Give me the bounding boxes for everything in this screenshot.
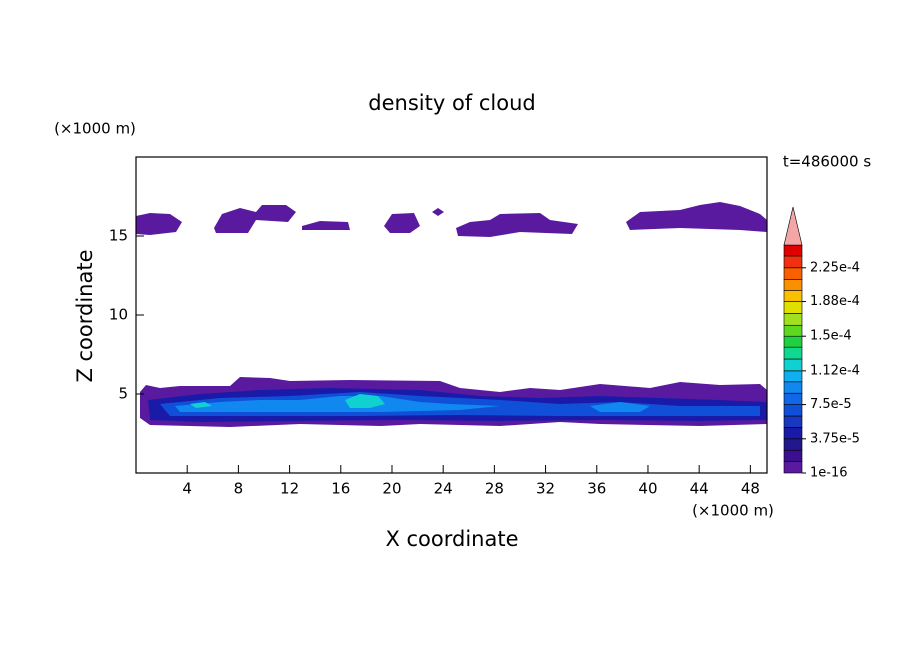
colorbar-box: [783, 290, 803, 302]
x-tick-label: 4: [182, 480, 192, 498]
colorbar-tick-label: 2.25e-4: [810, 260, 860, 275]
x-tick-label: 48: [741, 480, 760, 498]
colorbar-box: [783, 449, 803, 462]
colorbar-tick-label: 3.75e-5: [810, 431, 860, 446]
colorbar-box: [783, 346, 803, 360]
time-label: t=486000 s: [783, 153, 871, 171]
x-tick-label: 40: [638, 480, 657, 498]
colorbar-box: [783, 415, 803, 428]
colorbar-tick-label: 1.5e-4: [810, 329, 852, 344]
x-tick-label: 8: [234, 480, 244, 498]
colorbar-tick-label: 1.12e-4: [810, 363, 860, 378]
colorbar-tick-label: 1e-16: [810, 466, 848, 481]
x-unit: (×1000 m): [692, 502, 774, 520]
colorbar-box: [783, 392, 803, 405]
x-tick-label: 32: [536, 480, 555, 498]
x-tick-label: 20: [382, 480, 401, 498]
colorbar-box: [783, 370, 803, 383]
colorbar-box: [783, 438, 803, 451]
y-unit: (×1000 m): [54, 120, 136, 138]
colorbar-box: [783, 381, 803, 394]
y-tick-label: 15: [109, 227, 128, 245]
colorbar-box: [783, 267, 803, 280]
y-tick-label: 5: [118, 385, 128, 403]
colorbar-box: [783, 255, 803, 269]
y-tick-label: 10: [109, 306, 128, 324]
colorbar-tick-label: 7.5e-5: [810, 397, 852, 412]
colorbar-box: [783, 324, 803, 337]
x-tick-label: 24: [434, 480, 453, 498]
x-tick-label: 16: [331, 480, 350, 498]
x-tick-label: 12: [280, 480, 299, 498]
x-axis-label: X coordinate: [385, 527, 518, 551]
colorbar-box: [783, 301, 803, 314]
x-tick-label: 44: [690, 480, 709, 498]
colorbar-box: [783, 244, 803, 257]
x-tick-label: 36: [587, 480, 606, 498]
colorbar-box: [783, 461, 803, 474]
contour-field: [136, 202, 767, 427]
colorbar-extension: [783, 206, 803, 246]
colorbar-box: [783, 427, 803, 440]
colorbar-box: [783, 335, 803, 348]
chart-title: density of cloud: [368, 91, 535, 115]
x-tick-label: 28: [485, 480, 504, 498]
colorbar-box: [783, 404, 803, 417]
colorbar-box: [783, 313, 803, 326]
colorbar-box: [783, 279, 803, 291]
colorbar-box: [783, 358, 803, 372]
y-axis-label: Z coordinate: [73, 249, 97, 382]
colorbar-tick-label: 1.88e-4: [810, 294, 860, 309]
